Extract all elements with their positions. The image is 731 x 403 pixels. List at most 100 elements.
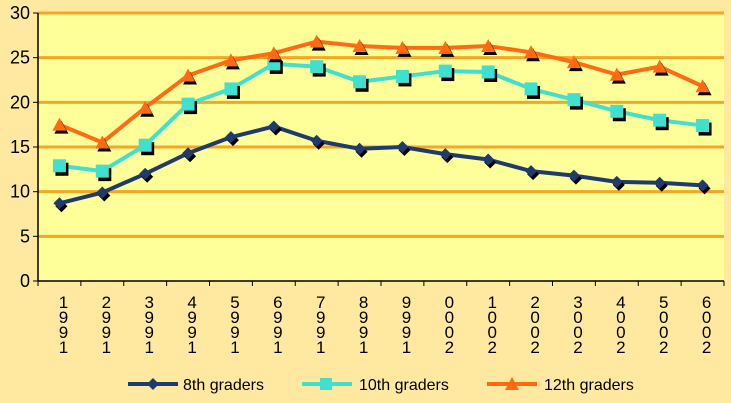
point-0-1999	[396, 141, 409, 153]
legend-label-8th: 8th graders	[183, 377, 264, 394]
x-tick-char-2006-0: 6	[702, 293, 711, 312]
series-2	[52, 34, 712, 152]
point-2-1998	[352, 39, 367, 53]
x-tick-char-1997-0: 7	[316, 293, 325, 312]
x-tick-char-1993-1: 9	[144, 308, 153, 327]
x-tick-char-2003-3: 2	[573, 338, 582, 357]
legend-marker-12th	[505, 377, 519, 390]
point-0-2005	[653, 176, 666, 189]
x-tick-char-2002-2: 0	[530, 323, 539, 342]
point-0-1992	[96, 186, 109, 199]
point-1-1999	[395, 69, 409, 83]
x-tick-char-1995-2: 9	[230, 323, 239, 342]
legend-marker-10th	[320, 378, 332, 390]
point-1-2002	[524, 82, 538, 96]
x-tick-char-1992-3: 1	[102, 338, 111, 357]
point-1-1994	[181, 97, 195, 111]
x-tick-char-1997-2: 9	[316, 323, 325, 342]
axes	[37, 13, 725, 286]
x-tick-char-1999-2: 9	[402, 323, 411, 342]
series-1	[52, 57, 712, 182]
point-0-1998	[353, 142, 366, 155]
legend-entry-10th: 10th graders	[302, 377, 449, 394]
x-tick-char-2003-2: 0	[573, 323, 582, 342]
x-tick-char-1992-0: 2	[102, 293, 111, 312]
point-1-1997	[310, 60, 324, 74]
x-tick-char-1991-3: 1	[59, 338, 68, 357]
x-tick-char-2002-1: 0	[530, 308, 539, 327]
point-2-1995	[223, 53, 238, 67]
x-tick-char-1991-2: 9	[59, 323, 68, 342]
point-1-1992	[95, 164, 109, 178]
legend-entry-8th: 8th graders	[128, 377, 264, 394]
point-1-1991	[52, 159, 66, 173]
legend-entry-12th: 12th graders	[487, 377, 634, 394]
legend-label-12th: 12th graders	[544, 377, 634, 394]
series-line-1	[59, 61, 703, 174]
point-0-2006	[696, 179, 709, 192]
y-tick-label-15: 15	[10, 137, 30, 157]
x-tick-char-1992-1: 9	[102, 308, 111, 327]
x-tick-char-1997-1: 9	[316, 308, 325, 327]
series-0	[53, 120, 711, 213]
y-tick-label-10: 10	[10, 182, 30, 202]
point-1-1998	[353, 75, 367, 89]
x-tick-char-2003-0: 3	[573, 293, 582, 312]
x-tick-char-1998-2: 9	[359, 323, 368, 342]
point-0-2002	[525, 165, 538, 178]
point-1-1993	[138, 138, 152, 152]
x-tick-char-1994-0: 4	[187, 293, 196, 312]
point-2-1994	[181, 68, 196, 82]
series-layer	[52, 34, 712, 213]
x-tick-char-1996-0: 6	[273, 293, 282, 312]
x-tick-char-1995-1: 9	[230, 308, 239, 327]
x-tick-char-1993-3: 1	[144, 338, 153, 357]
point-2-1993	[138, 100, 153, 114]
x-tick-char-2000-3: 2	[445, 338, 454, 357]
x-tick-char-2000-1: 0	[445, 308, 454, 327]
point-2-2000	[438, 40, 453, 54]
point-2-1991	[52, 117, 67, 131]
y-tick-label-20: 20	[10, 92, 30, 112]
x-tick-labels: 1991299139914991599169917991899199910002…	[59, 293, 712, 357]
x-tick-char-1993-0: 3	[144, 293, 153, 312]
legend: 8th graders 10th graders 12th graders	[128, 377, 634, 394]
x-tick-char-1998-3: 1	[359, 338, 368, 357]
point-2-2003	[566, 55, 581, 69]
series-line-2	[58, 39, 704, 145]
x-tick-char-2001-3: 2	[487, 338, 496, 357]
point-0-1995	[224, 131, 237, 144]
x-tick-char-1997-3: 1	[316, 338, 325, 357]
point-2-2002	[524, 45, 539, 59]
x-tick-char-1999-1: 9	[402, 308, 411, 327]
point-0-2001	[482, 153, 495, 166]
x-tick-char-1994-2: 9	[187, 323, 196, 342]
y-tick-labels: 0 5 10 15 20 25 30	[10, 3, 30, 291]
x-tick-char-2001-0: 1	[487, 293, 496, 312]
x-tick-char-2006-2: 0	[702, 323, 711, 342]
x-tick-char-2001-1: 0	[487, 308, 496, 327]
x-tick-char-2005-1: 0	[659, 308, 668, 327]
point-2-2005	[652, 59, 667, 73]
x-tick-char-2004-0: 4	[616, 293, 625, 312]
x-tick-char-1991-1: 9	[59, 308, 68, 327]
x-tick-char-1994-1: 9	[187, 308, 196, 327]
point-1-2003	[567, 93, 581, 107]
y-tick-label-25: 25	[10, 48, 30, 68]
x-tick-char-1992-2: 9	[102, 323, 111, 342]
x-tick-char-1995-3: 1	[230, 338, 239, 357]
point-0-1991	[53, 197, 66, 210]
x-tick-char-1998-0: 8	[359, 293, 368, 312]
point-1-2000	[438, 64, 452, 78]
x-tick-char-1998-1: 9	[359, 308, 368, 327]
